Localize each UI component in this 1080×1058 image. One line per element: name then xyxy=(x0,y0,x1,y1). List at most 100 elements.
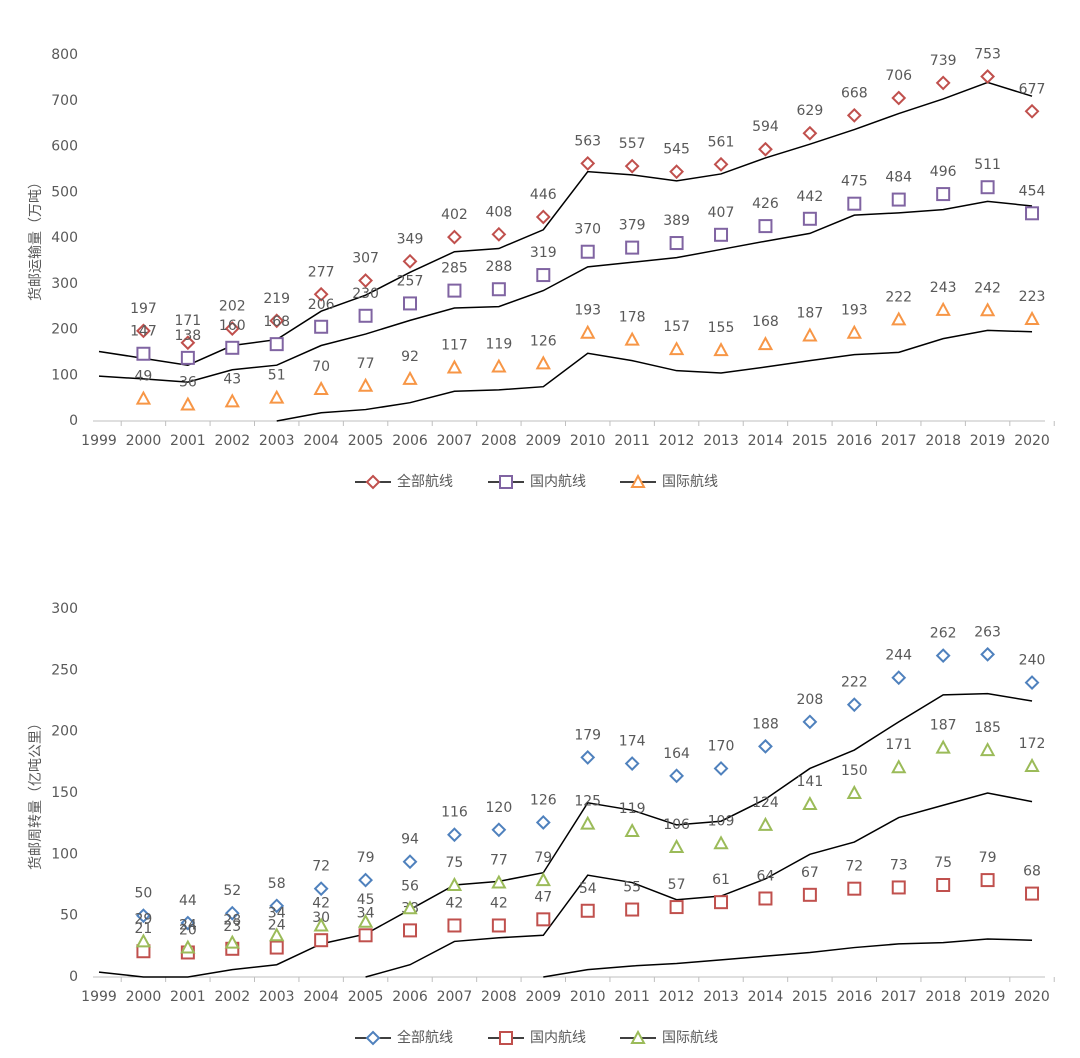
marker xyxy=(580,750,596,765)
trendline xyxy=(543,938,1033,978)
legend-label: 全部航线 xyxy=(397,1029,453,1046)
marker xyxy=(224,934,240,949)
data-label: 262 xyxy=(930,626,957,642)
marker xyxy=(979,741,996,757)
data-label: 563 xyxy=(574,133,601,149)
data-label: 706 xyxy=(885,68,912,84)
marker xyxy=(402,253,418,269)
x-tick-label: 2015 xyxy=(792,989,828,1005)
x-tick-label: 2006 xyxy=(392,989,428,1005)
marker xyxy=(802,327,818,342)
data-label: 72 xyxy=(845,859,863,875)
marker xyxy=(269,927,285,942)
marker xyxy=(580,903,595,918)
marker xyxy=(847,881,862,896)
data-label: 24 xyxy=(268,918,286,934)
marker xyxy=(625,902,640,917)
x-tick-label: 2012 xyxy=(659,989,695,1005)
marker xyxy=(446,876,463,891)
marker xyxy=(180,396,196,411)
data-label: 70 xyxy=(312,359,330,375)
marker xyxy=(714,227,729,242)
marker xyxy=(491,358,507,373)
data-label: 68 xyxy=(1023,864,1041,880)
data-label: 77 xyxy=(490,853,508,869)
marker xyxy=(891,311,907,326)
data-label: 244 xyxy=(885,648,912,664)
data-label: 119 xyxy=(486,337,513,353)
trendline xyxy=(276,329,1033,422)
data-label: 106 xyxy=(663,817,690,833)
marker xyxy=(758,219,773,234)
marker xyxy=(624,331,640,346)
marker xyxy=(136,908,151,924)
legend-item: 国内航线 xyxy=(488,1030,586,1046)
x-tick-label: 2007 xyxy=(437,989,473,1005)
legend-item: 国际航线 xyxy=(620,473,718,490)
data-label: 125 xyxy=(574,794,601,810)
x-tick-label: 2008 xyxy=(481,433,517,449)
marker xyxy=(758,738,773,754)
data-label: 668 xyxy=(841,85,868,101)
y-tick-label: 0 xyxy=(69,969,78,985)
data-label: 174 xyxy=(619,734,646,750)
y-tick-label: 150 xyxy=(51,785,78,801)
data-label: 34 xyxy=(357,905,375,921)
data-label: 126 xyxy=(530,792,557,808)
y-tick-label: 600 xyxy=(51,139,78,155)
data-label: 155 xyxy=(708,320,735,336)
x-tick-label: 2018 xyxy=(925,433,961,449)
legend-label: 国内航线 xyxy=(530,1030,586,1046)
x-tick-label: 1999 xyxy=(81,989,117,1005)
trendline xyxy=(98,200,1033,383)
marker xyxy=(535,209,551,225)
marker xyxy=(136,323,151,339)
data-label: 147 xyxy=(130,324,157,340)
marker xyxy=(624,158,640,174)
marker xyxy=(403,296,418,311)
y-axis-title: 货邮周转量（亿吨公里） xyxy=(27,716,44,870)
data-label: 47 xyxy=(534,889,552,905)
x-tick-label: 2001 xyxy=(170,989,206,1005)
x-tick-label: 2019 xyxy=(970,989,1006,1005)
y-tick-label: 500 xyxy=(51,184,78,200)
data-label: 126 xyxy=(530,333,557,349)
data-label: 92 xyxy=(401,349,419,365)
data-label: 171 xyxy=(174,313,201,329)
data-label: 45 xyxy=(357,892,375,908)
legend-label: 国际航线 xyxy=(662,1030,718,1046)
data-label: 34 xyxy=(268,905,286,921)
x-tick-label: 2009 xyxy=(525,989,561,1005)
marker xyxy=(980,69,996,84)
legend-item: 国内航线 xyxy=(488,474,586,490)
marker xyxy=(802,714,818,730)
marker xyxy=(269,389,285,404)
marker xyxy=(447,229,462,245)
x-tick-label: 2017 xyxy=(881,433,917,449)
marker xyxy=(846,324,862,339)
marker xyxy=(580,324,596,339)
data-label: 20 xyxy=(179,922,197,938)
x-tick-label: 2002 xyxy=(214,989,250,1005)
data-label: 426 xyxy=(752,196,779,212)
data-label: 219 xyxy=(263,291,290,307)
data-label: 223 xyxy=(1019,289,1046,305)
data-label: 402 xyxy=(441,207,468,223)
data-label: 21 xyxy=(135,921,153,937)
marker xyxy=(668,341,685,356)
marker xyxy=(269,313,285,329)
marker xyxy=(846,784,862,799)
marker xyxy=(713,341,729,357)
data-label: 24 xyxy=(179,918,197,934)
data-label: 187 xyxy=(930,718,957,734)
y-tick-label: 0 xyxy=(69,413,78,429)
x-tick-label: 2012 xyxy=(659,433,695,449)
data-label: 594 xyxy=(752,119,779,135)
marker xyxy=(402,370,418,385)
marker xyxy=(846,107,862,123)
data-label: 117 xyxy=(441,337,468,353)
marker xyxy=(269,940,284,955)
data-label: 277 xyxy=(308,264,335,280)
trendline xyxy=(98,692,1033,978)
marker xyxy=(180,335,196,351)
